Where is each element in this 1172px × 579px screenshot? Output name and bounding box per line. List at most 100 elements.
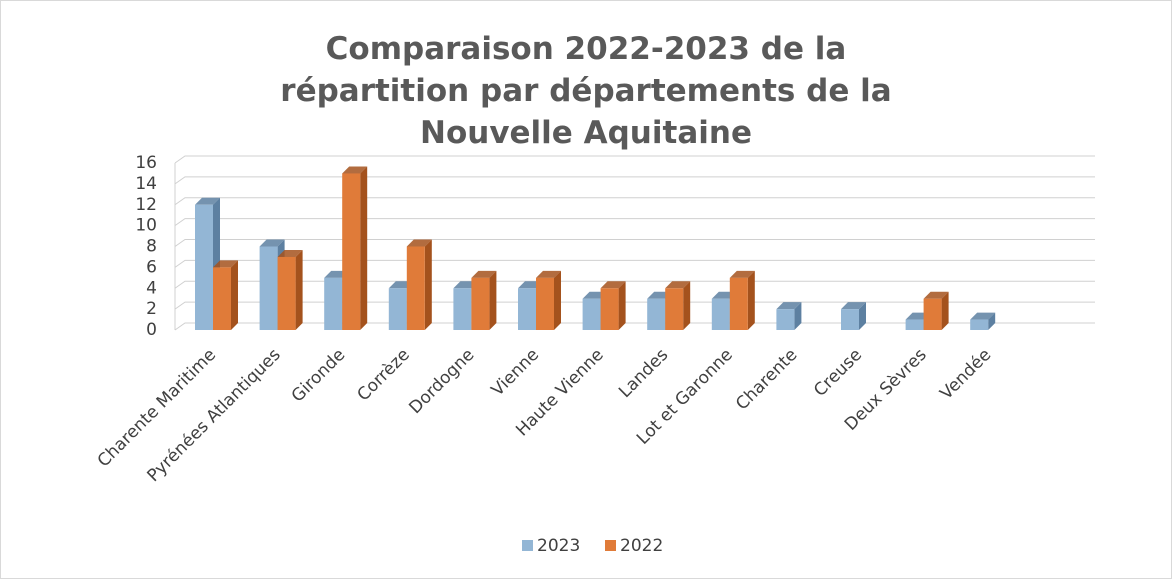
bar-face [776, 302, 802, 310]
bar-face [518, 288, 536, 330]
bar-face [923, 298, 942, 330]
bar-face [195, 197, 220, 205]
bar-face [471, 270, 497, 278]
bar-face [665, 281, 691, 289]
grid-line [174, 176, 1095, 185]
bar [471, 270, 497, 330]
bar-face [600, 281, 626, 289]
bar-face [970, 319, 989, 330]
grid-line [174, 197, 1095, 206]
x-tick-label: Creuse [810, 345, 866, 401]
bar-face [259, 239, 285, 247]
bar [841, 302, 866, 330]
bar-face [683, 281, 691, 330]
grid-line [174, 322, 1095, 331]
bar-face [342, 173, 361, 330]
bar-face [277, 249, 303, 257]
bar-face [360, 166, 368, 330]
grid-line [174, 155, 1095, 164]
bar-face [941, 291, 949, 330]
bar [970, 312, 996, 330]
bar-face [489, 270, 497, 330]
bar-face [388, 288, 407, 330]
legend-label: 2022 [620, 536, 663, 556]
bar [923, 291, 949, 330]
bar [406, 239, 432, 330]
x-tick-label: Charente [732, 345, 801, 414]
bar-face [841, 309, 859, 330]
bar [665, 281, 691, 330]
bar-face [213, 267, 231, 330]
x-tick-label: Gironde [288, 345, 349, 406]
bar-face [277, 256, 296, 330]
grid-line [174, 259, 1095, 268]
y-tick-label: 14 [135, 174, 157, 194]
bar-face [988, 312, 996, 330]
y-tick-label: 12 [135, 195, 157, 215]
y-tick-label: 8 [146, 237, 157, 257]
bar-face [600, 288, 619, 330]
bar-face [231, 260, 238, 330]
bar-face [536, 277, 554, 330]
chart-title: Comparaison 2022-2023 de la répartition … [280, 31, 892, 151]
grid-line [174, 218, 1095, 227]
bar-face [776, 309, 795, 330]
bar-face [794, 302, 802, 330]
x-tick-label: Corrèze [353, 345, 413, 405]
x-tick-label: Vienne [488, 345, 543, 400]
bar-face [471, 277, 490, 330]
legend-swatch [605, 540, 616, 551]
bar-face [970, 312, 996, 320]
y-tick-label: 0 [146, 320, 157, 340]
y-tick-label: 10 [135, 216, 157, 236]
bar-face [295, 249, 303, 330]
bar-face [647, 298, 666, 330]
bar [776, 302, 802, 330]
bar-face [259, 246, 278, 330]
x-tick-label: Pyrénées Atlantiques [144, 345, 285, 486]
grid-line [174, 280, 1095, 289]
bar-face [536, 270, 561, 278]
bar [729, 270, 755, 330]
bar [277, 249, 303, 330]
bar-face [453, 288, 472, 330]
bar [536, 270, 561, 330]
bar [342, 166, 368, 330]
bar-face [195, 204, 213, 330]
bar-face [747, 270, 755, 330]
x-tick-label: Vendée [936, 345, 995, 404]
bar-face [841, 302, 866, 310]
x-tick-label: Landes [615, 345, 672, 402]
grid-line [174, 239, 1095, 247]
bar [600, 281, 626, 330]
bar-face [905, 319, 924, 330]
x-tick-label: Dordogne [405, 345, 478, 418]
bar-face [554, 270, 561, 330]
bar-face [213, 260, 238, 268]
y-tick-label: 6 [146, 257, 157, 277]
bar-face [342, 166, 368, 174]
bar-face [424, 239, 432, 330]
bar-face [582, 298, 601, 330]
y-tick-label: 16 [135, 153, 157, 173]
grid-line [174, 301, 1095, 310]
legend-label: 2023 [537, 536, 580, 556]
bar-face [618, 281, 626, 330]
bar-face [324, 277, 343, 330]
bar-face [406, 239, 432, 247]
bar-face [406, 246, 425, 330]
x-tick-label: Charente Maritime [94, 345, 220, 471]
bar-face [923, 291, 949, 299]
bar-face [729, 277, 748, 330]
y-tick-label: 4 [146, 278, 157, 298]
bar-face [729, 270, 755, 278]
legend-swatch [522, 540, 533, 551]
y-tick-label: 2 [146, 299, 157, 319]
bar-face [711, 298, 730, 330]
bar-face [665, 288, 684, 330]
bar-face [859, 302, 866, 330]
bar [213, 260, 238, 330]
